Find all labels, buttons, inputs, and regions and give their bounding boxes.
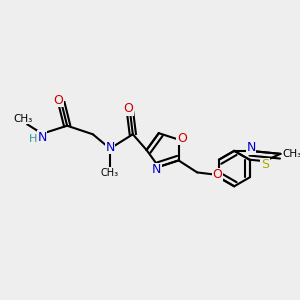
Text: CH₃: CH₃ [101, 168, 119, 178]
Text: O: O [54, 94, 64, 106]
Text: N: N [37, 130, 47, 144]
Text: S: S [261, 158, 269, 171]
Text: N: N [246, 141, 256, 154]
Text: CH₃: CH₃ [283, 149, 300, 159]
Text: O: O [124, 102, 134, 115]
Text: N: N [152, 163, 161, 176]
Text: H: H [29, 134, 38, 144]
Text: CH₃: CH₃ [13, 114, 32, 124]
Text: N: N [105, 141, 115, 154]
Text: O: O [212, 168, 222, 181]
Text: O: O [177, 132, 187, 145]
